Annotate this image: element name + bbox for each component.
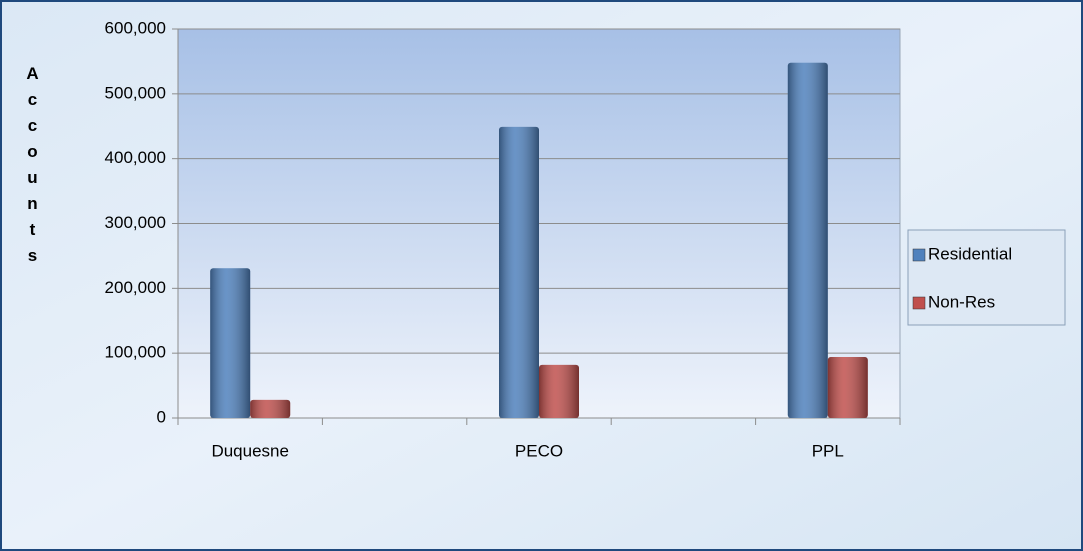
bar-shade [827,357,868,418]
y-tick-label: 200,000 [105,278,166,297]
x-tick-label: Duquesne [211,441,289,460]
y-tick-label: 100,000 [105,343,166,362]
y-tick-label: 400,000 [105,148,166,167]
y-axis-label: Accounts [23,64,42,272]
bar-shade [210,268,251,418]
bar-shade [499,126,539,419]
legend-label: Non-Res [928,292,995,311]
y-tick-label: 500,000 [105,83,166,102]
legend-box [907,229,1066,326]
bar-shade [250,399,291,418]
bar-shade [539,364,579,418]
x-tick-label: PECO [515,441,563,460]
legend-swatch [912,248,926,262]
y-tick-label: 0 [157,407,166,426]
bar-shade [787,62,828,419]
legend-swatch [912,296,926,310]
legend-label: Residential [928,244,1012,263]
x-tick-label: PPL [812,441,844,460]
y-tick-label: 600,000 [105,18,166,37]
y-tick-label: 300,000 [105,213,166,232]
